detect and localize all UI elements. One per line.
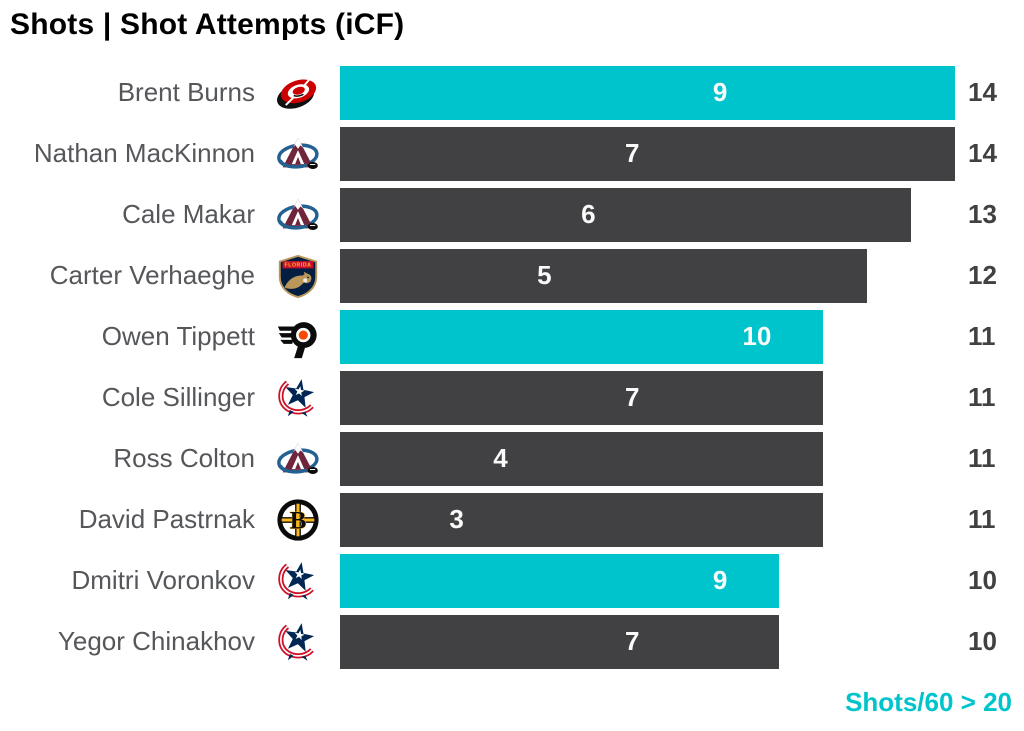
team-logo-use <box>277 198 318 229</box>
shots-value-label: 7 <box>625 138 640 168</box>
player-name: Yegor Chinakhov <box>57 626 255 656</box>
attempts-value-label: 11 <box>968 321 996 351</box>
team-logo-icon-cbj <box>273 558 323 604</box>
team-logo-use <box>277 137 318 168</box>
shots-value-label: 7 <box>625 626 640 656</box>
attempts-bar <box>340 126 955 181</box>
bar-chart: Brent Burns 9 14 Nathan MacKinnon 7 14 C… <box>0 62 1024 672</box>
team-logo-icon-cbj <box>273 375 323 421</box>
player-name: Cole Sillinger <box>101 382 255 412</box>
attempts-value-label: 10 <box>968 626 997 656</box>
player-name: Cale Makar <box>122 199 255 229</box>
team-logo-icon-col <box>273 131 323 177</box>
shots-value-label: 9 <box>712 565 728 595</box>
shots-value-label: 9 <box>712 77 728 107</box>
attempts-bar <box>340 614 780 669</box>
attempts-bar <box>340 553 780 608</box>
player-name: Carter Verhaeghe <box>49 260 255 290</box>
team-logo-use <box>273 75 321 113</box>
player-row: Yegor Chinakhov 7 10 <box>0 611 1024 672</box>
team-logo-icon-fla <box>273 253 323 299</box>
attempts-bar <box>340 248 868 303</box>
attempts-bar <box>340 492 824 547</box>
team-logo-icon-cbj <box>273 619 323 665</box>
team-logo-icon-col <box>273 436 323 482</box>
player-name: David Pastrnak <box>78 504 255 534</box>
attempts-value-label: 11 <box>968 382 996 412</box>
player-row: David Pastrnak 3 11 <box>0 489 1024 550</box>
team-logo-icon-col <box>273 192 323 238</box>
attempts-bar <box>340 431 824 486</box>
shots-value-label: 5 <box>537 260 552 290</box>
player-name: Dmitri Voronkov <box>71 565 256 595</box>
shots-value-label: 7 <box>625 382 640 412</box>
bar-track: 7 <box>340 614 955 669</box>
team-logo-cell <box>255 550 340 611</box>
team-logo-cell <box>255 611 340 672</box>
shots-value-label: 3 <box>449 504 464 534</box>
shots-value-label: 4 <box>493 443 508 473</box>
team-logo-cell <box>255 245 340 306</box>
attempts-value-label: 11 <box>968 504 996 534</box>
shots-value-label: 10 <box>742 321 772 351</box>
team-logo-icon-car <box>273 70 323 116</box>
player-name: Ross Colton <box>113 443 255 473</box>
team-logo-icon-phi <box>273 314 323 360</box>
attempts-bar <box>340 309 824 364</box>
player-row: Carter Verhaeghe 5 12 <box>0 245 1024 306</box>
team-logo-use <box>279 501 315 537</box>
team-logo-icon-bos <box>273 497 323 543</box>
team-logo-cell <box>255 489 340 550</box>
team-logo-use <box>280 620 315 660</box>
highlight-rule-note: Shots/60 > 20 <box>845 687 1012 717</box>
player-row: Brent Burns 9 14 <box>0 62 1024 123</box>
attempts-value-label: 14 <box>968 138 997 168</box>
bar-track: 9 <box>340 553 955 608</box>
attempts-value-label: 11 <box>968 443 996 473</box>
team-logo-cell <box>255 184 340 245</box>
bar-track: 3 <box>340 492 955 547</box>
player-name: Brent Burns <box>117 77 255 107</box>
attempts-bar <box>340 370 824 425</box>
bar-track: 9 <box>340 65 955 120</box>
attempts-value-label: 14 <box>968 77 997 107</box>
player-name: Nathan MacKinnon <box>33 138 255 168</box>
player-row: Cale Makar 6 13 <box>0 184 1024 245</box>
team-logo-use <box>277 442 318 473</box>
team-logo-cell <box>255 306 340 367</box>
team-logo-use <box>280 376 315 416</box>
bar-track: 4 <box>340 431 955 486</box>
attempts-bar <box>340 65 955 120</box>
bar-track: 5 <box>340 248 955 303</box>
bar-track: 7 <box>340 370 955 425</box>
player-row: Cole Sillinger 7 11 <box>0 367 1024 428</box>
team-logo-cell <box>255 367 340 428</box>
bar-track: 7 <box>340 126 955 181</box>
player-row: Owen Tippett 10 11 <box>0 306 1024 367</box>
team-logo-use <box>279 255 315 296</box>
player-row: Dmitri Voronkov 9 10 <box>0 550 1024 611</box>
team-logo-cell <box>255 123 340 184</box>
player-name: Owen Tippett <box>101 321 255 351</box>
attempts-value-label: 13 <box>968 199 997 229</box>
team-logo-use <box>280 559 315 599</box>
attempts-value-label: 12 <box>968 260 997 290</box>
chart-title: Shots | Shot Attempts (iCF) <box>10 8 405 41</box>
shots-value-label: 6 <box>581 199 596 229</box>
attempts-bar <box>340 187 912 242</box>
team-logo-cell <box>255 62 340 123</box>
player-row: Ross Colton 4 11 <box>0 428 1024 489</box>
player-row: Nathan MacKinnon 7 14 <box>0 123 1024 184</box>
team-logo-cell <box>255 428 340 489</box>
team-logo-use <box>277 322 316 358</box>
bar-track: 10 <box>340 309 955 364</box>
attempts-value-label: 10 <box>968 565 997 595</box>
bar-track: 6 <box>340 187 955 242</box>
